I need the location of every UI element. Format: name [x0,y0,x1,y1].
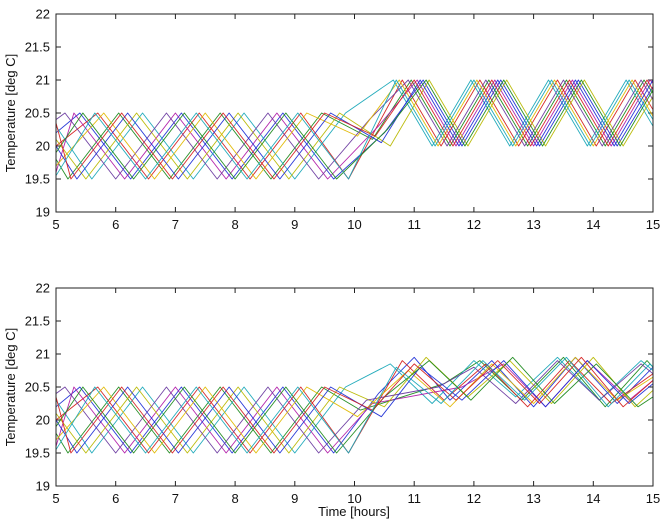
bottom-chart-x-tick-label: 8 [231,491,238,506]
bottom-chart-x-axis-label: Time [hours] [318,504,390,519]
top-chart-series-room-06 [55,79,654,180]
top-chart-y-tick-label: 19 [36,205,50,220]
bottom-chart-x-tick-label: 14 [586,491,600,506]
bottom-chart-x-tick-label: 11 [407,491,421,506]
bottom-chart-series-room-08 [55,356,654,454]
top-chart-x-tick-label: 14 [586,217,600,232]
bottom-chart-x-tick-label: 9 [291,491,298,506]
top-chart-x-tick-label: 5 [52,217,59,232]
bottom-chart-series-room-04 [55,356,654,454]
bottom-chart-y-tick-label: 19.5 [25,446,50,461]
top-chart-series-room-03 [55,79,654,180]
top-chart-series-room-04 [55,79,654,180]
top-chart-x-tick-label: 7 [172,217,179,232]
top-chart-axes-frame [55,13,654,213]
top-chart-y-tick-label: 19.5 [25,172,50,187]
bottom-chart-axes-frame [55,287,654,487]
top-chart-plot-area [56,14,653,212]
top-chart-panel: 5 6 7 8 9 10 11 12 13 14 15 19 19.5 20 20.5 21 21.5 22 Te… [3,7,660,233]
top-chart-x-tick-label: 10 [347,217,361,232]
top-chart-x-tick-label: 13 [526,217,540,232]
top-chart-series-room-10 [55,79,654,180]
top-chart-x-tick-label: 11 [407,217,421,232]
top-chart-series-room-09 [55,79,654,180]
top-chart-series-room-11 [55,79,654,180]
top-chart-series-room-08 [55,79,654,180]
bottom-chart-x-tick-label: 12 [467,491,481,506]
bottom-chart-plot-area [56,288,653,486]
top-chart-x-tick-label: 9 [291,217,298,232]
bottom-chart-series-room-02 [55,356,654,454]
bottom-chart-y-tick-label: 22 [36,281,50,296]
top-chart-y-tick-label: 21.5 [25,40,50,55]
top-chart-y-tick-label: 22 [36,7,50,22]
bottom-chart-series-room-01 [55,356,654,454]
top-chart-y-tick-label: 20 [36,139,50,154]
top-chart-x-tick-label: 8 [231,217,238,232]
bottom-chart-y-tick-label: 20.5 [25,380,50,395]
bottom-chart-y-tick-label: 21.5 [25,314,50,329]
bottom-chart-panel: 5 6 7 8 9 10 11 12 13 14 15 19 19.5 20 20.5 21 21.5 22 Te… [3,281,660,520]
top-chart-x-tick-label: 15 [646,217,660,232]
bottom-chart-y-tick-label: 20 [36,413,50,428]
bottom-chart-y-tick-label: 19 [36,479,50,494]
top-chart-series-room-12 [55,79,654,180]
bottom-chart-series-room-12 [55,356,654,454]
top-chart-y-tick-label: 21 [36,73,50,88]
top-chart-y-tick-label: 20.5 [25,106,50,121]
bottom-chart-x-tick-label: 7 [172,491,179,506]
bottom-chart-x-tick-label: 5 [52,491,59,506]
top-chart-x-tick-label: 12 [467,217,481,232]
top-chart-y-axis-label: Temperature [deg C] [3,54,18,173]
bottom-chart-series-room-09 [55,360,654,454]
top-chart-series-room-07 [55,79,654,180]
bottom-chart-y-axis-label: Temperature [deg C] [3,328,18,447]
top-chart-x-tick-label: 6 [112,217,119,232]
bottom-chart-x-tick-label: 10 [347,491,361,506]
bottom-chart-x-tick-label: 6 [112,491,119,506]
bottom-chart-x-tick-label: 15 [646,491,660,506]
bottom-chart-y-tick-label: 21 [36,347,50,362]
bottom-chart-series-room-07 [55,360,654,454]
bottom-chart-x-tick-label: 13 [526,491,540,506]
